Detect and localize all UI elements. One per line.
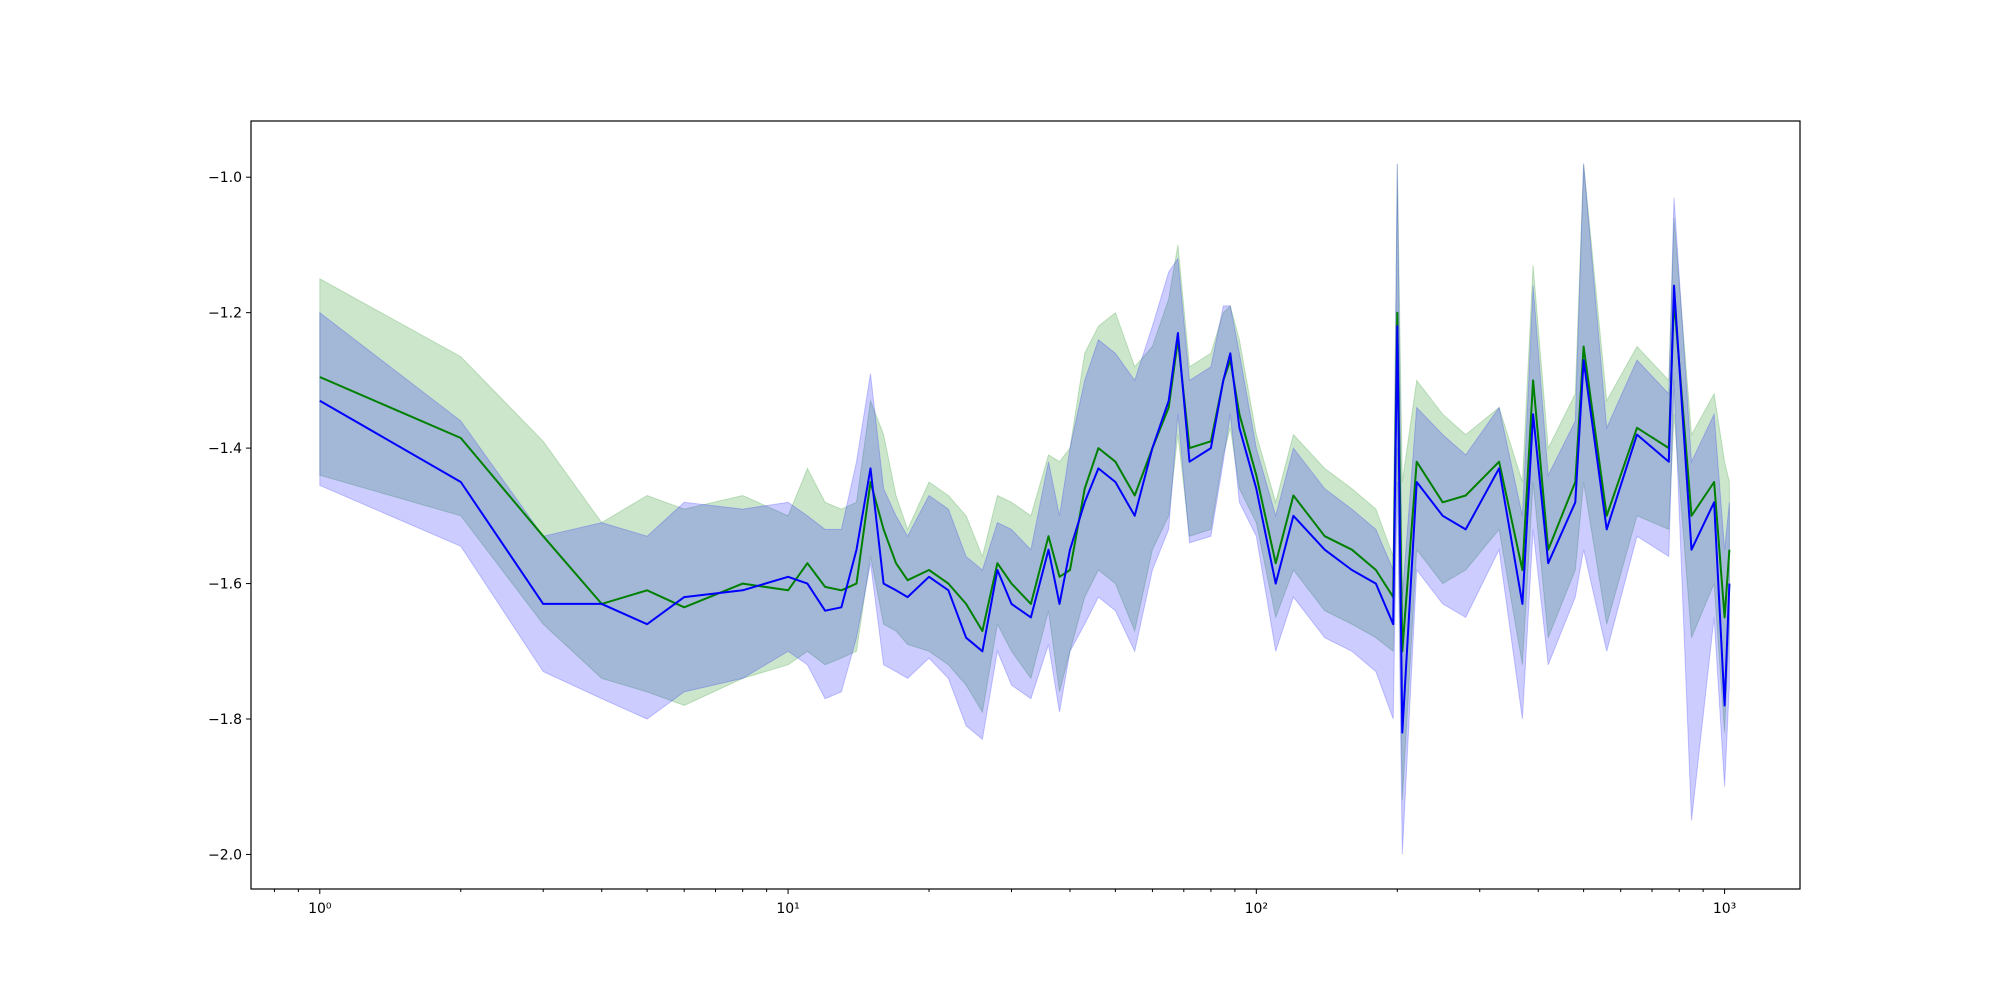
y-tick-label: −1.4 bbox=[208, 441, 242, 457]
axes-frame bbox=[250, 120, 1801, 890]
error-band bbox=[319, 163, 1730, 801]
plot-area bbox=[319, 163, 1731, 855]
y-tick-label: −2.0 bbox=[208, 847, 242, 863]
y-tick-label: −1.6 bbox=[208, 577, 242, 593]
x-tick-label: 10⁰ bbox=[308, 901, 332, 917]
y-tick-label: −1.2 bbox=[208, 306, 242, 322]
x-tick-label: 10² bbox=[1245, 901, 1268, 917]
error-band bbox=[319, 163, 1730, 855]
y-tick-label: −1.8 bbox=[208, 712, 242, 728]
x-tick-label: 10¹ bbox=[776, 901, 799, 917]
series-line bbox=[319, 284, 1731, 734]
x-tick-label: 10³ bbox=[1713, 901, 1736, 917]
y-tick-label: −1.0 bbox=[208, 170, 242, 186]
